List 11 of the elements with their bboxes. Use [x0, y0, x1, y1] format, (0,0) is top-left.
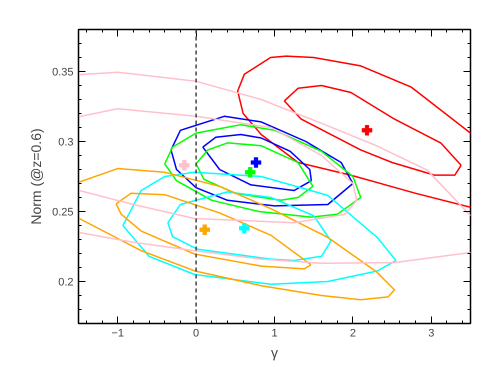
x-tick-label: 1 [271, 328, 278, 340]
x-tick-label: 0 [193, 328, 200, 340]
y-tick-label: 0.25 [52, 206, 74, 218]
y-tick-label: 0.35 [52, 66, 74, 78]
y-tick-label: 0.2 [58, 276, 74, 288]
x-tick-label: 2 [350, 328, 356, 340]
y-axis-title: Norm (@z=0.6) [28, 128, 44, 225]
x-tick-label: 3 [428, 328, 434, 340]
x-tick-label: −1 [111, 328, 124, 340]
x-axis-title: γ [271, 344, 278, 360]
y-tick-label: 0.3 [58, 136, 74, 148]
